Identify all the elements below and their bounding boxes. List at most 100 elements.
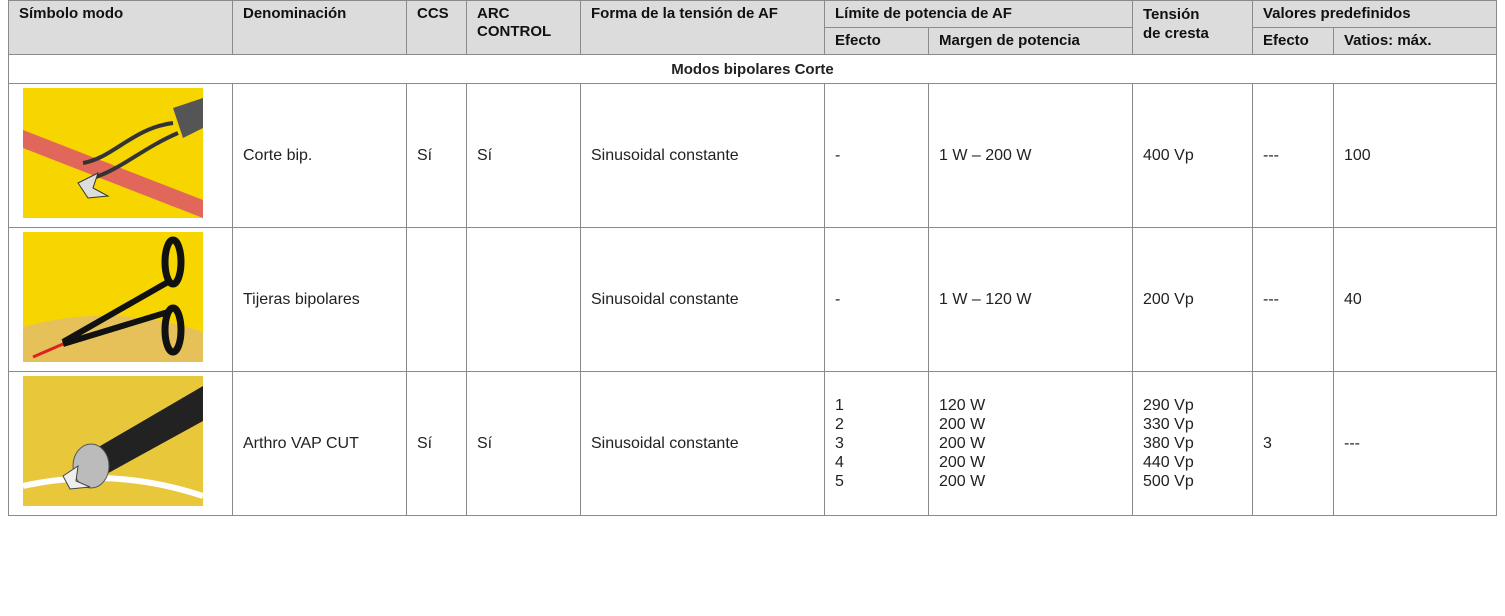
effect: 3 (835, 435, 844, 452)
header-cell: CCS (406, 0, 467, 55)
header-text: Límite de potencia de AF (835, 5, 1012, 22)
data-row: Corte bip. Sí Sí Sinusoidal constante - 1 W –… (8, 83, 1498, 228)
preset-effect-cell: --- (1252, 227, 1334, 372)
peak-cell: 290 Vp 330 Vp 380 Vp 440 Vp 500 Vp (1132, 371, 1253, 516)
subheader-text: Margen de potencia (939, 32, 1080, 49)
section-row: Modos bipolares Corte (7, 54, 1498, 84)
effect: 5 (835, 473, 844, 490)
subheader-cell: Efecto (1252, 27, 1334, 55)
waveform-cell: Sinusoidal constante (580, 227, 825, 372)
arc-cell: Sí (466, 83, 581, 228)
mode-symbol (22, 376, 204, 506)
header-row: Símbolo modo Denominación CCS ARC CONTROL Fo… (8, 0, 1498, 55)
arc: Sí (477, 434, 493, 452)
power: 200 W (939, 454, 986, 471)
waveform-cell: Sinusoidal constante (580, 371, 825, 516)
effect-cell: - (824, 227, 929, 372)
power: 120 W (939, 397, 986, 414)
peak: 440 Vp (1143, 454, 1194, 471)
waveform: Sinusoidal constante (591, 146, 739, 164)
subheader-cell: Margen de potencia (928, 27, 1133, 55)
peak: 400 Vp (1143, 147, 1194, 164)
power: 1 W – 120 W (939, 291, 1032, 308)
preset-watts: --- (1344, 434, 1360, 452)
preset-watts-cell: 100 (1332, 83, 1498, 228)
power: 200 W (939, 473, 986, 490)
peak: 330 Vp (1143, 416, 1194, 433)
preset-effect-cell: --- (1252, 83, 1334, 228)
effect-cell: 1 2 3 4 5 (824, 371, 929, 516)
header-text: Símbolo modo (19, 5, 124, 22)
peak-cell: 400 Vp (1132, 83, 1253, 228)
effect: - (835, 147, 841, 164)
header-subrow: Efecto Margen de potencia Efecto Vatios: má… (9, 27, 1498, 55)
mode-table: Símbolo modo Denominación CCS ARC CONTROL Fo… (7, 0, 1498, 516)
header-text: Forma de la tensión de AF (591, 5, 778, 22)
power-cell: 1 W – 200 W (928, 83, 1133, 228)
arc: Sí (477, 146, 493, 164)
section-cell: Modos bipolares Corte (7, 54, 1498, 84)
header-text: de cresta (1143, 25, 1209, 42)
preset-watts: 40 (1344, 290, 1362, 308)
peak: 200 Vp (1143, 291, 1194, 308)
preset-effect: --- (1263, 146, 1279, 164)
header-text: Tensión (1143, 6, 1200, 23)
preset-effect: 3 (1263, 434, 1272, 452)
name: Tijeras bipolares (243, 290, 360, 308)
ccs-cell: Sí (406, 83, 467, 228)
ccs: Sí (417, 434, 433, 452)
arc-cell: Sí (466, 371, 581, 516)
effect: - (835, 291, 841, 308)
header-text: Denominación (243, 5, 347, 22)
effect-cell: - (824, 83, 929, 228)
power: 200 W (939, 416, 986, 433)
waveform: Sinusoidal constante (591, 290, 739, 308)
preset-watts: 100 (1344, 146, 1371, 164)
section-title: Modos bipolares Corte (671, 60, 834, 78)
header-cell: Tensión de cresta (1132, 0, 1253, 55)
power: 1 W – 200 W (939, 147, 1032, 164)
effect: 1 (835, 397, 844, 414)
ccs: Sí (417, 146, 433, 164)
mode-symbol-cell (8, 83, 233, 228)
preset-watts-cell: 40 (1332, 227, 1498, 372)
mode-symbol-cell (8, 227, 233, 372)
mode-symbol-cell (8, 371, 233, 516)
waveform: Sinusoidal constante (591, 434, 739, 452)
header-text: ARC CONTROL (477, 5, 552, 40)
header-cell: Forma de la tensión de AF (580, 0, 825, 55)
subheader-text: Vatios: máx. (1344, 32, 1432, 49)
mode-symbol (23, 88, 203, 218)
header-text: CCS (417, 5, 449, 22)
subheader-cell: Vatios: máx. (1332, 27, 1498, 55)
power-cell: 1 W – 120 W (928, 227, 1133, 372)
preset-watts-cell: --- (1332, 371, 1498, 516)
name-cell: Tijeras bipolares (232, 227, 407, 372)
header-cell: Denominación (232, 0, 407, 55)
peak-cell: 200 Vp (1132, 227, 1253, 372)
preset-effect-cell: 3 (1252, 371, 1334, 516)
name: Corte bip. (243, 146, 313, 164)
header-cell: ARC CONTROL (466, 0, 581, 55)
header-text: Valores predefinidos (1263, 5, 1411, 22)
subheader-cell: Efecto (824, 27, 929, 55)
subheader-text: Efecto (835, 32, 881, 49)
preset-effect: --- (1263, 290, 1279, 308)
name-cell: Corte bip. (232, 83, 407, 228)
data-row: Tijeras bipolares Sinusoidal constante - 1 … (8, 227, 1498, 372)
peak: 380 Vp (1143, 435, 1194, 452)
arc-cell (466, 227, 581, 372)
name-cell: Arthro VAP CUT (232, 371, 407, 516)
ccs-cell: Sí (406, 371, 467, 516)
header-cell: Límite de potencia de AF (824, 0, 1133, 28)
subheader-text: Efecto (1263, 32, 1309, 49)
peak: 290 Vp (1143, 397, 1194, 414)
header-cell: Valores predefinidos (1251, 0, 1498, 28)
effect: 2 (835, 416, 844, 433)
peak: 500 Vp (1143, 473, 1194, 490)
header-cell: Símbolo modo (8, 0, 233, 55)
power-cell: 120 W 200 W 200 W 200 W 200 W (928, 371, 1133, 516)
effect: 4 (835, 454, 844, 471)
mode-symbol (23, 232, 203, 362)
name: Arthro VAP CUT (243, 434, 359, 452)
